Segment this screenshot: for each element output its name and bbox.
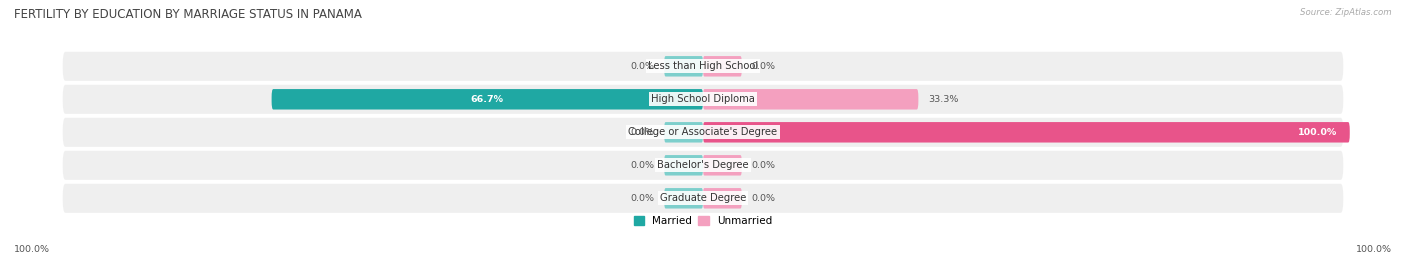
Text: Bachelor's Degree: Bachelor's Degree [657, 160, 749, 170]
Text: 33.3%: 33.3% [928, 95, 959, 104]
Text: 0.0%: 0.0% [630, 128, 655, 137]
Text: 0.0%: 0.0% [630, 62, 655, 71]
FancyBboxPatch shape [703, 188, 742, 208]
FancyBboxPatch shape [664, 122, 703, 143]
FancyBboxPatch shape [703, 122, 1350, 143]
FancyBboxPatch shape [703, 155, 742, 176]
Legend: Married, Unmarried: Married, Unmarried [630, 212, 776, 231]
Text: College or Associate's Degree: College or Associate's Degree [628, 127, 778, 137]
Text: Source: ZipAtlas.com: Source: ZipAtlas.com [1301, 8, 1392, 17]
FancyBboxPatch shape [63, 118, 1343, 147]
Text: 0.0%: 0.0% [630, 161, 655, 170]
FancyBboxPatch shape [664, 56, 703, 76]
FancyBboxPatch shape [63, 85, 1343, 114]
FancyBboxPatch shape [63, 52, 1343, 81]
FancyBboxPatch shape [664, 155, 703, 176]
Text: 100.0%: 100.0% [1355, 245, 1392, 254]
Text: Graduate Degree: Graduate Degree [659, 193, 747, 203]
Text: 0.0%: 0.0% [751, 194, 776, 203]
Text: 100.0%: 100.0% [1298, 128, 1337, 137]
Text: Less than High School: Less than High School [648, 61, 758, 71]
FancyBboxPatch shape [63, 151, 1343, 180]
Text: 66.7%: 66.7% [471, 95, 503, 104]
FancyBboxPatch shape [703, 89, 918, 110]
FancyBboxPatch shape [63, 184, 1343, 213]
Text: FERTILITY BY EDUCATION BY MARRIAGE STATUS IN PANAMA: FERTILITY BY EDUCATION BY MARRIAGE STATU… [14, 8, 361, 21]
Text: 0.0%: 0.0% [630, 194, 655, 203]
FancyBboxPatch shape [271, 89, 703, 110]
Text: 100.0%: 100.0% [14, 245, 51, 254]
Text: 0.0%: 0.0% [751, 62, 776, 71]
Text: High School Diploma: High School Diploma [651, 94, 755, 104]
FancyBboxPatch shape [703, 56, 742, 76]
Text: 0.0%: 0.0% [751, 161, 776, 170]
FancyBboxPatch shape [664, 188, 703, 208]
